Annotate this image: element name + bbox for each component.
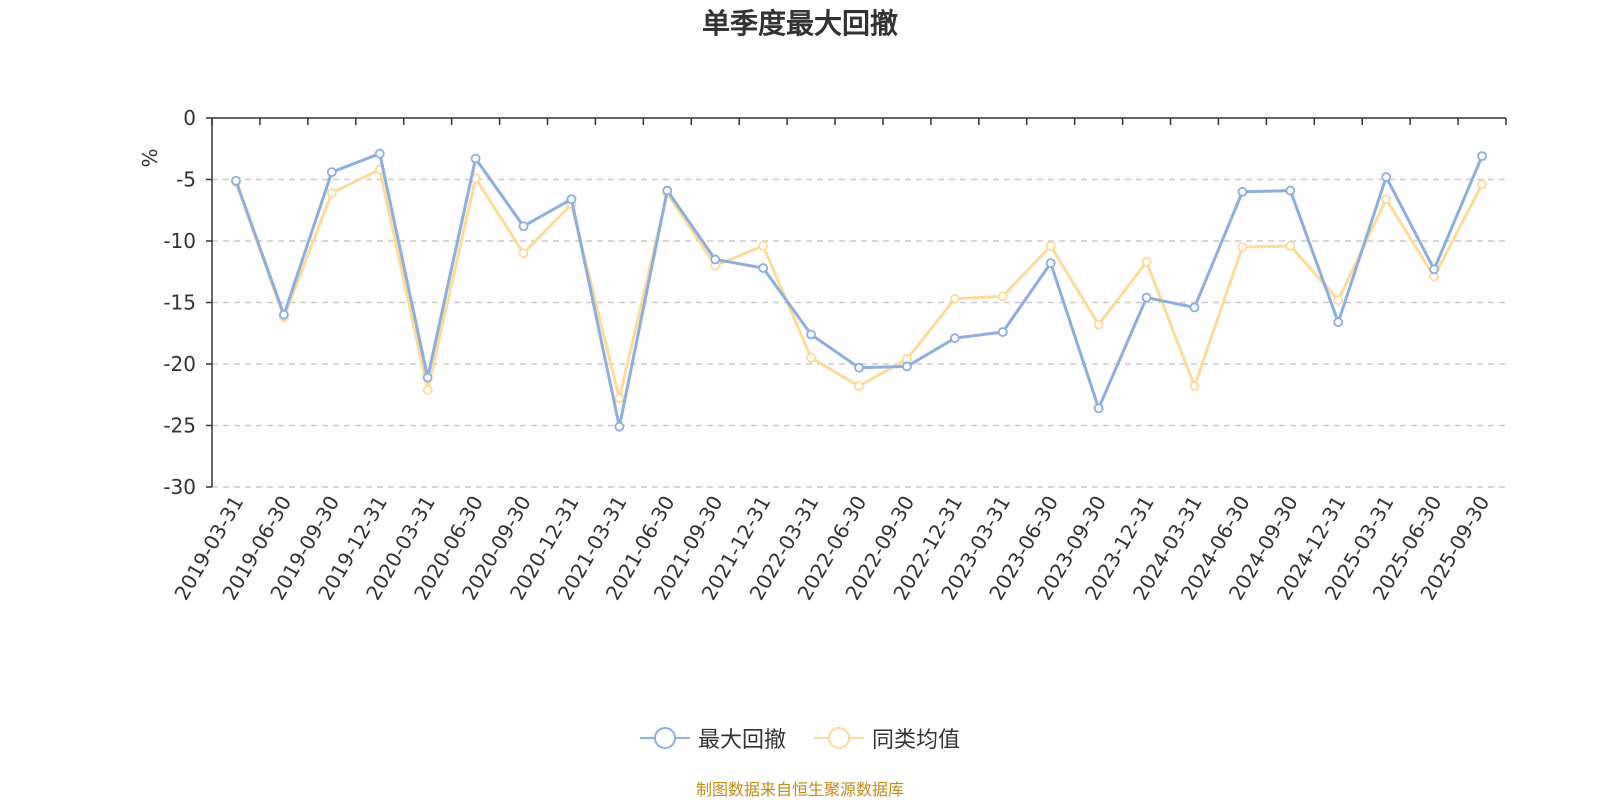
data-point-peer-average (1045, 241, 1056, 251)
chart-title: 单季度最大回撤 (701, 7, 898, 40)
data-point-max-drawdown (422, 372, 433, 383)
data-point-max-drawdown (326, 167, 337, 178)
data-point-max-drawdown (1189, 302, 1200, 313)
data-point-max-drawdown (662, 185, 673, 196)
data-point-peer-average (1381, 194, 1392, 205)
data-point-peer-average (1333, 295, 1344, 305)
y-tick-label: -5 (176, 168, 196, 192)
data-point-peer-average (1285, 241, 1296, 251)
data-point-peer-average (614, 393, 625, 404)
data-point-max-drawdown (1381, 172, 1392, 182)
y-axis-label: % (138, 148, 162, 167)
data-point-max-drawdown (1093, 403, 1104, 414)
data-point-max-drawdown (1477, 151, 1487, 162)
data-point-peer-average (949, 293, 960, 304)
legend-label: 同类均值 (872, 728, 961, 753)
data-point-max-drawdown (758, 263, 769, 273)
data-point-max-drawdown (1333, 317, 1344, 328)
data-point-peer-average (1237, 242, 1248, 253)
data-point-peer-average (997, 291, 1008, 302)
data-point-max-drawdown (854, 362, 864, 373)
axes: 0-5-10-15-20-25-302019-03-312019-06-3020… (163, 106, 1507, 604)
data-point-max-drawdown (997, 327, 1008, 337)
y-tick-label: -10 (163, 229, 196, 253)
grid-lines (212, 178, 1506, 488)
data-point-max-drawdown (806, 329, 816, 340)
data-point-max-drawdown (902, 361, 912, 372)
data-point-max-drawdown (1141, 292, 1152, 303)
y-tick-label: -25 (163, 414, 196, 438)
y-tick-label: -15 (163, 291, 196, 315)
data-point-max-drawdown (518, 221, 529, 232)
legend-item-max-drawdown[interactable]: 最大回撤 (639, 722, 786, 754)
data-point-max-drawdown (374, 148, 385, 159)
data-point-max-drawdown (1285, 185, 1296, 196)
data-point-max-drawdown (1429, 264, 1440, 275)
data-point-peer-average (1141, 257, 1152, 267)
data-point-peer-average (854, 381, 864, 392)
y-tick-label: -30 (163, 475, 196, 499)
series-layer (231, 148, 1487, 432)
data-point-peer-average (1189, 381, 1200, 392)
legend-line-circle-icon (814, 727, 864, 749)
y-tick-label: 0 (183, 106, 196, 130)
data-point-peer-average (422, 384, 433, 395)
data-point-peer-average (326, 188, 337, 198)
data-point-max-drawdown (1045, 258, 1056, 269)
data-point-max-drawdown (566, 194, 577, 205)
legend-item-peer-average[interactable]: 同类均值 (814, 722, 960, 754)
legend-line-circle-icon (639, 727, 690, 749)
data-point-peer-average (806, 352, 816, 363)
data-point-max-drawdown (1237, 186, 1248, 197)
data-point-max-drawdown (710, 254, 721, 265)
legend: 最大回撤 同类均值 (0, 722, 1600, 754)
legend-label: 最大回撤 (697, 728, 786, 753)
data-point-peer-average (518, 248, 529, 259)
data-point-max-drawdown (949, 333, 960, 344)
data-point-max-drawdown (231, 175, 241, 186)
data-point-peer-average (1093, 319, 1104, 330)
data-point-max-drawdown (278, 309, 289, 320)
data-source-note: 制图数据来自恒生聚源数据库 (695, 780, 904, 799)
data-point-max-drawdown (470, 153, 481, 164)
data-point-peer-average (758, 241, 769, 251)
data-point-peer-average (1477, 179, 1487, 190)
y-tick-label: -20 (163, 352, 196, 376)
data-point-max-drawdown (614, 421, 625, 432)
